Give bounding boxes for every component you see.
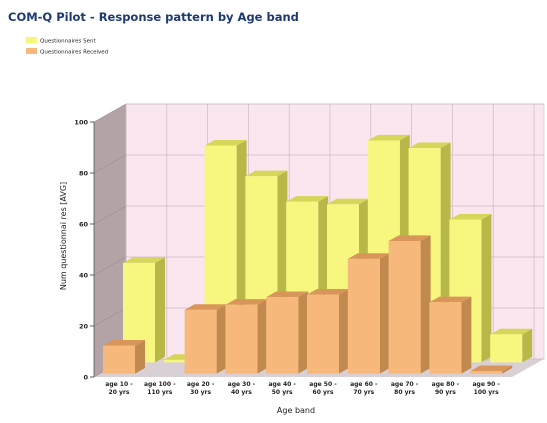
- bar-sent-side: [481, 213, 492, 363]
- y-tick-label: 60: [79, 221, 89, 229]
- x-category-label: age 80 -90 yrs: [432, 381, 460, 396]
- bar-received-top: [184, 304, 227, 310]
- bar-received: [388, 235, 431, 374]
- bar-sent-top: [367, 134, 410, 141]
- bar-received-front: [184, 309, 217, 374]
- gridline-side: [93, 307, 127, 327]
- bar-received-side: [298, 291, 309, 374]
- bar-received: [347, 253, 390, 374]
- gridline-side: [93, 256, 127, 276]
- bar-received-top: [103, 339, 145, 346]
- bars: [103, 134, 533, 374]
- x-category-label: age 40 -50 yrs: [268, 381, 296, 396]
- bar-received-side: [502, 365, 513, 374]
- legend-swatch-received: [26, 48, 37, 54]
- bar-received-side: [461, 296, 472, 374]
- bar-sent-side: [155, 257, 165, 363]
- x-category-label: age 20 -30 yrs: [187, 381, 215, 396]
- bar-received: [225, 299, 268, 374]
- bar-received: [266, 291, 309, 374]
- bar-sent-top: [408, 142, 451, 149]
- legend-swatch-sent: [26, 37, 37, 43]
- y-axis-title: Num questionnai res [AVG]: [59, 182, 68, 290]
- x-axis-categories: age 10 -20 yrs age 100 -110 yrs age 20 -30…: [105, 381, 500, 396]
- bar-received-top: [307, 288, 349, 295]
- bar-received: [184, 304, 227, 374]
- bar-received-top: [266, 291, 309, 298]
- bar-sent-top: [449, 213, 492, 220]
- bar-sent-top: [327, 198, 369, 205]
- bar-received: [103, 339, 145, 374]
- x-axis-title: Age band: [277, 406, 315, 415]
- bar-sent-front: [490, 334, 523, 363]
- x-category-label: age 70 -80 yrs: [391, 381, 419, 396]
- gridline-side: [93, 103, 127, 123]
- bar-received: [470, 365, 513, 374]
- bar-sent-top: [490, 328, 533, 335]
- bar-received-side: [339, 288, 349, 374]
- bar-received-side: [216, 304, 227, 374]
- gridline-side: [93, 154, 127, 174]
- bar-received-front: [388, 241, 421, 374]
- bar-received-top: [470, 365, 513, 372]
- bar-received-front: [347, 258, 380, 374]
- bar-received-front: [307, 294, 339, 374]
- legend-label-sent: Questionnaires Sent: [40, 39, 96, 45]
- legend-label-received: Questionnaires Received: [40, 50, 108, 56]
- bar-sent-top: [204, 140, 247, 146]
- bar-sent-top: [245, 170, 288, 177]
- y-tick-label: 80: [79, 170, 89, 178]
- side-wall: [94, 104, 126, 377]
- x-category-label: age 90 -100 yrs: [472, 381, 500, 396]
- bar-received-front: [266, 297, 299, 374]
- bar-received-side: [379, 253, 390, 374]
- bar-received-side: [257, 299, 268, 374]
- x-category-label: age 100 -110 yrs: [144, 381, 176, 396]
- bar-sent-front: [163, 359, 196, 363]
- bar-sent-top: [286, 196, 329, 202]
- bar-received-front: [103, 345, 135, 374]
- bar-sent-side: [522, 328, 533, 363]
- y-tick-label: 40: [79, 272, 89, 280]
- y-tick-label: 20: [79, 323, 89, 331]
- bar-received: [307, 288, 349, 374]
- y-axis-ticks: 0 20 40 60 80 100: [74, 119, 95, 382]
- bar-sent-top: [123, 257, 165, 263]
- x-category-label: age 30 -40 yrs: [228, 381, 256, 396]
- bar-received-front: [429, 302, 462, 374]
- chart-title: COM-Q Pilot - Response pattern by Age ba…: [8, 10, 299, 24]
- bar-received-top: [347, 253, 390, 259]
- bar-received-top: [225, 299, 268, 305]
- legend: Questionnaires Sent Questionnaires Recei…: [26, 37, 108, 56]
- bar-received-side: [420, 235, 431, 374]
- x-category-label: age 50 -60 yrs: [309, 381, 337, 396]
- bar-received-top: [429, 296, 472, 303]
- y-tick-label: 100: [74, 119, 88, 127]
- bar-received-side: [135, 339, 145, 374]
- gridline-side: [93, 205, 127, 225]
- bar-received-top: [388, 235, 431, 242]
- bar-received-front: [225, 304, 258, 374]
- x-category-label: age 60 -70 yrs: [350, 381, 378, 396]
- bar-sent: [490, 328, 533, 363]
- bar-received-front: [470, 371, 503, 374]
- x-category-label: age 10 -20 yrs: [105, 381, 133, 396]
- bar-received: [429, 296, 472, 374]
- y-tick-label: 0: [83, 374, 88, 382]
